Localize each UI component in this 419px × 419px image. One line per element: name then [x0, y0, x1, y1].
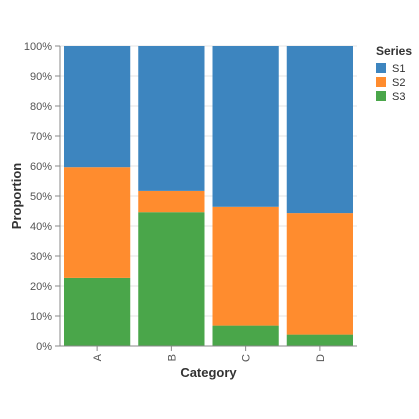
bar-D-S2	[286, 213, 353, 335]
x-tick-label: B	[166, 354, 178, 361]
bar-D-S3	[286, 334, 353, 346]
x-tick-label: D	[315, 354, 327, 362]
x-tick-label: C	[241, 354, 253, 362]
bars-group	[64, 46, 353, 346]
bar-B-S3	[138, 212, 205, 346]
bar-D-S1	[286, 46, 353, 214]
y-tick-label: 30%	[30, 251, 52, 263]
y-tick-label: 80%	[30, 101, 52, 113]
y-tick-label: 40%	[30, 221, 52, 233]
y-tick-label: 60%	[30, 161, 52, 173]
bar-A-S3	[64, 277, 131, 346]
legend-title: Series	[376, 44, 412, 58]
y-tick-label: 50%	[30, 191, 52, 203]
legend-label-S3: S3	[392, 91, 405, 103]
bar-A-S1	[64, 46, 131, 168]
y-tick-label: 90%	[30, 71, 52, 83]
legend: Series S1 S2 S3	[376, 44, 412, 103]
y-tick-label: 10%	[30, 311, 52, 323]
bar-B-S2	[138, 190, 205, 213]
bar-C-S3	[212, 325, 279, 346]
y-tick-label: 70%	[30, 131, 52, 143]
y-axis-title: Proportion	[9, 163, 24, 229]
legend-swatch-S1	[376, 63, 386, 73]
y-tick-label: 0%	[36, 341, 52, 353]
x-axis-title: Category	[180, 365, 237, 380]
bar-A-S2	[64, 167, 131, 278]
legend-label-S2: S2	[392, 77, 405, 89]
legend-swatch-S2	[376, 77, 386, 87]
x-tick-label: A	[92, 353, 104, 361]
y-tick-label: 100%	[24, 41, 52, 53]
legend-label-S1: S1	[392, 63, 405, 75]
y-tick-label: 20%	[30, 281, 52, 293]
bar-C-S2	[212, 206, 279, 326]
bar-B-S1	[138, 46, 205, 191]
y-axis: 0% 10% 20% 30% 40% 50% 60% 70% 80% 90% 100%	[24, 41, 61, 353]
x-axis: A B C D	[60, 345, 357, 362]
legend-swatch-S3	[376, 91, 386, 101]
bar-C-S1	[212, 46, 279, 207]
